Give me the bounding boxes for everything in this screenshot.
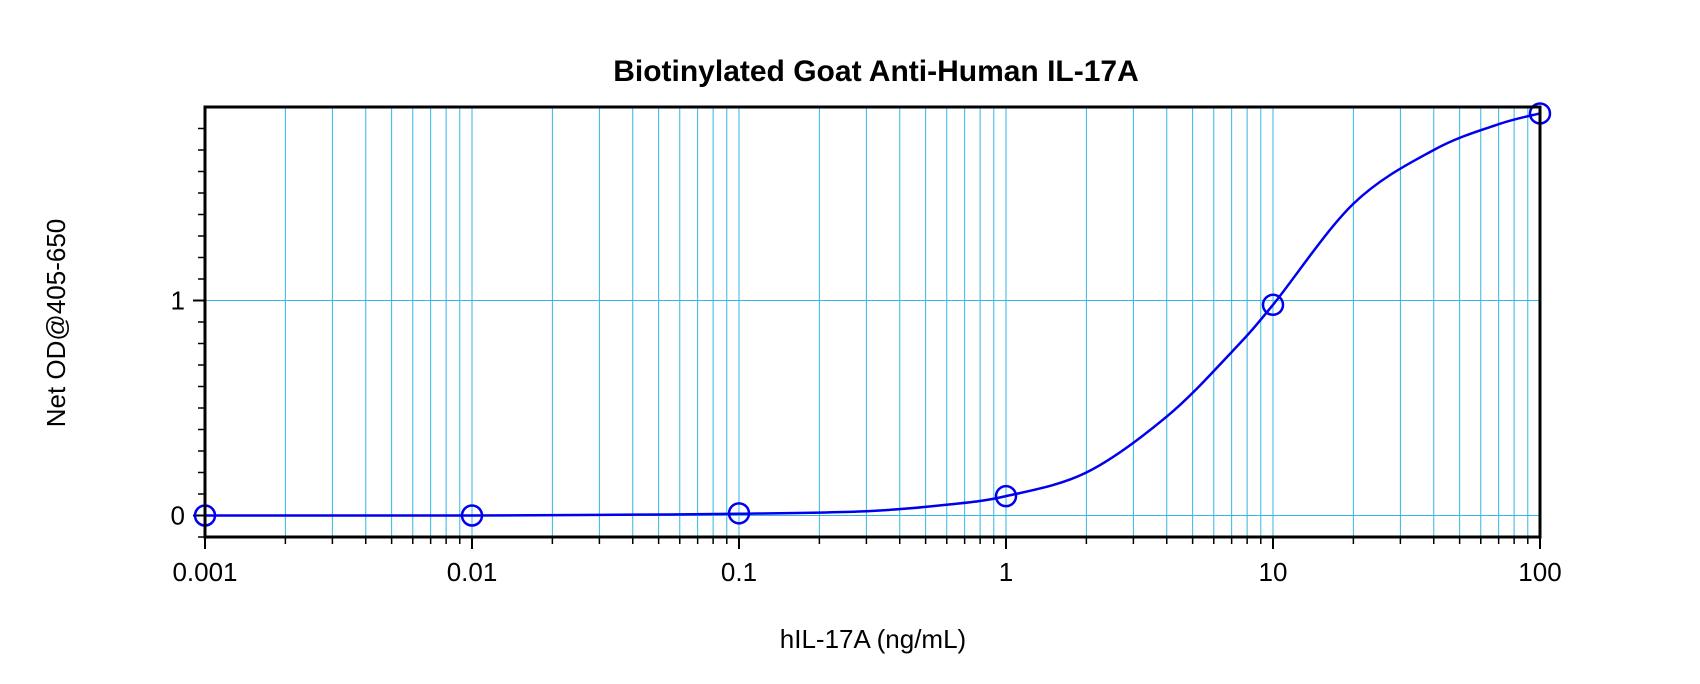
y-tick-label: 0 (171, 501, 185, 531)
fit-curve-layer (204, 112, 1541, 517)
fit-curve (204, 112, 1541, 517)
x-tick-label: 0.1 (721, 557, 757, 587)
x-tick-label: 0.01 (447, 557, 498, 587)
chart-title: Biotinylated Goat Anti-Human IL-17A (613, 55, 1139, 88)
x-tick-label: 10 (1259, 557, 1288, 587)
data-point (1261, 293, 1285, 317)
plot-frame (203, 105, 1542, 539)
data-points (193, 102, 1552, 527)
x-tick-label: 1 (999, 557, 1013, 587)
grid (205, 107, 1540, 537)
data-point (994, 484, 1018, 508)
x-tick-label: 0.001 (172, 557, 237, 587)
y-tick-label: 1 (171, 286, 185, 316)
x-axis-label: hIL-17A (ng/mL) (780, 624, 966, 654)
data-point (727, 502, 751, 525)
x-tick-label: 100 (1518, 557, 1561, 587)
axis-ticks: 0.001 0.01 0.1 1 10 100 0 1 (171, 127, 1562, 587)
y-axis-label: Net OD@405-650 (41, 219, 71, 428)
data-point (460, 504, 484, 527)
